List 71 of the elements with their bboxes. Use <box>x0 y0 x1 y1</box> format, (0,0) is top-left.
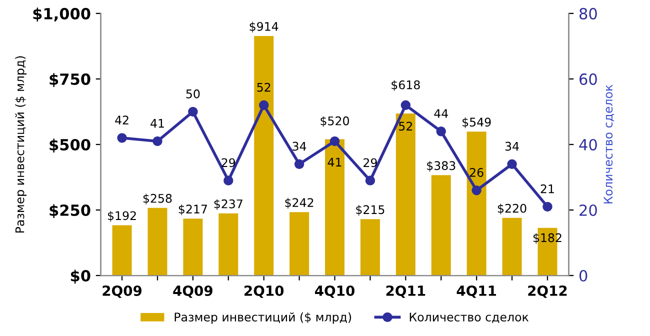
point <box>507 159 517 169</box>
y2-tick-label: 20 <box>580 204 597 216</box>
x-tick-label: 2Q11 <box>386 285 426 298</box>
bar <box>502 218 522 276</box>
y-tick-label: $0 <box>70 270 90 284</box>
x-tick-label: 2Q09 <box>102 285 142 298</box>
y2-tick-label: 0 <box>579 270 588 282</box>
y-tick-label: $500 <box>50 138 90 153</box>
data-label: 34 <box>505 142 519 151</box>
data-label: 34 <box>292 142 306 151</box>
point <box>436 126 446 136</box>
data-label: $220 <box>498 204 526 214</box>
bar <box>396 114 416 276</box>
data-label: 41 <box>150 119 164 128</box>
x-tick-label: 4Q11 <box>456 285 496 298</box>
data-label: 41 <box>328 158 342 167</box>
y-tick-label: $750 <box>50 73 90 88</box>
bar <box>254 36 274 276</box>
data-label: 42 <box>115 116 128 124</box>
point <box>400 100 411 110</box>
bar <box>218 213 238 276</box>
point <box>117 133 127 143</box>
point <box>224 176 234 186</box>
bar <box>148 208 168 276</box>
legend-label: Количество сделок <box>410 312 529 323</box>
bar <box>290 212 310 276</box>
y2-axis-title: Количество сделок <box>604 84 614 204</box>
x-tick-label: 4Q10 <box>314 285 354 298</box>
data-label: 29 <box>364 158 377 168</box>
data-label: $242 <box>285 198 314 209</box>
y2-tick-label: 80 <box>580 8 597 20</box>
data-label: 50 <box>186 89 200 98</box>
x-tick-label: 2Q12 <box>528 285 567 298</box>
point <box>365 176 376 186</box>
y2-tick-label: 40 <box>579 138 597 150</box>
data-label: $383 <box>427 160 456 172</box>
y-tick-label: $1,000 <box>33 8 90 22</box>
point <box>330 136 340 146</box>
point <box>294 159 304 169</box>
data-label: $258 <box>143 194 172 204</box>
legend-label: Размер инвестиций ($ млрд) <box>174 312 352 324</box>
point <box>472 185 482 196</box>
data-label: 52 <box>399 122 412 131</box>
data-label: $192 <box>108 210 136 222</box>
bar <box>466 132 486 276</box>
bar <box>360 219 380 276</box>
bar <box>112 225 132 276</box>
data-label: 52 <box>257 82 270 92</box>
y-tick-label: $250 <box>50 204 90 218</box>
data-label: $215 <box>356 204 384 216</box>
data-label: $618 <box>392 80 420 91</box>
data-label: $914 <box>250 22 278 32</box>
data-label: 21 <box>540 184 554 194</box>
point <box>258 100 269 110</box>
point <box>542 202 552 212</box>
data-label: 29 <box>222 158 236 168</box>
bar <box>183 218 203 276</box>
y-axis-title: Размер инвестиций ($ млрд) <box>15 56 27 233</box>
data-label: 44 <box>434 109 448 118</box>
x-tick-label: 4Q09 <box>173 285 212 298</box>
y2-tick-label: 60 <box>580 73 597 85</box>
bar <box>431 175 451 276</box>
point <box>188 106 198 117</box>
data-label: 26 <box>470 168 484 177</box>
data-label: $237 <box>214 199 242 210</box>
point <box>152 136 162 146</box>
data-label: $549 <box>462 117 491 128</box>
x-tick-label: 2Q10 <box>244 285 284 298</box>
bar <box>325 139 344 276</box>
data-label: $217 <box>178 204 207 216</box>
data-label: $520 <box>320 116 349 127</box>
